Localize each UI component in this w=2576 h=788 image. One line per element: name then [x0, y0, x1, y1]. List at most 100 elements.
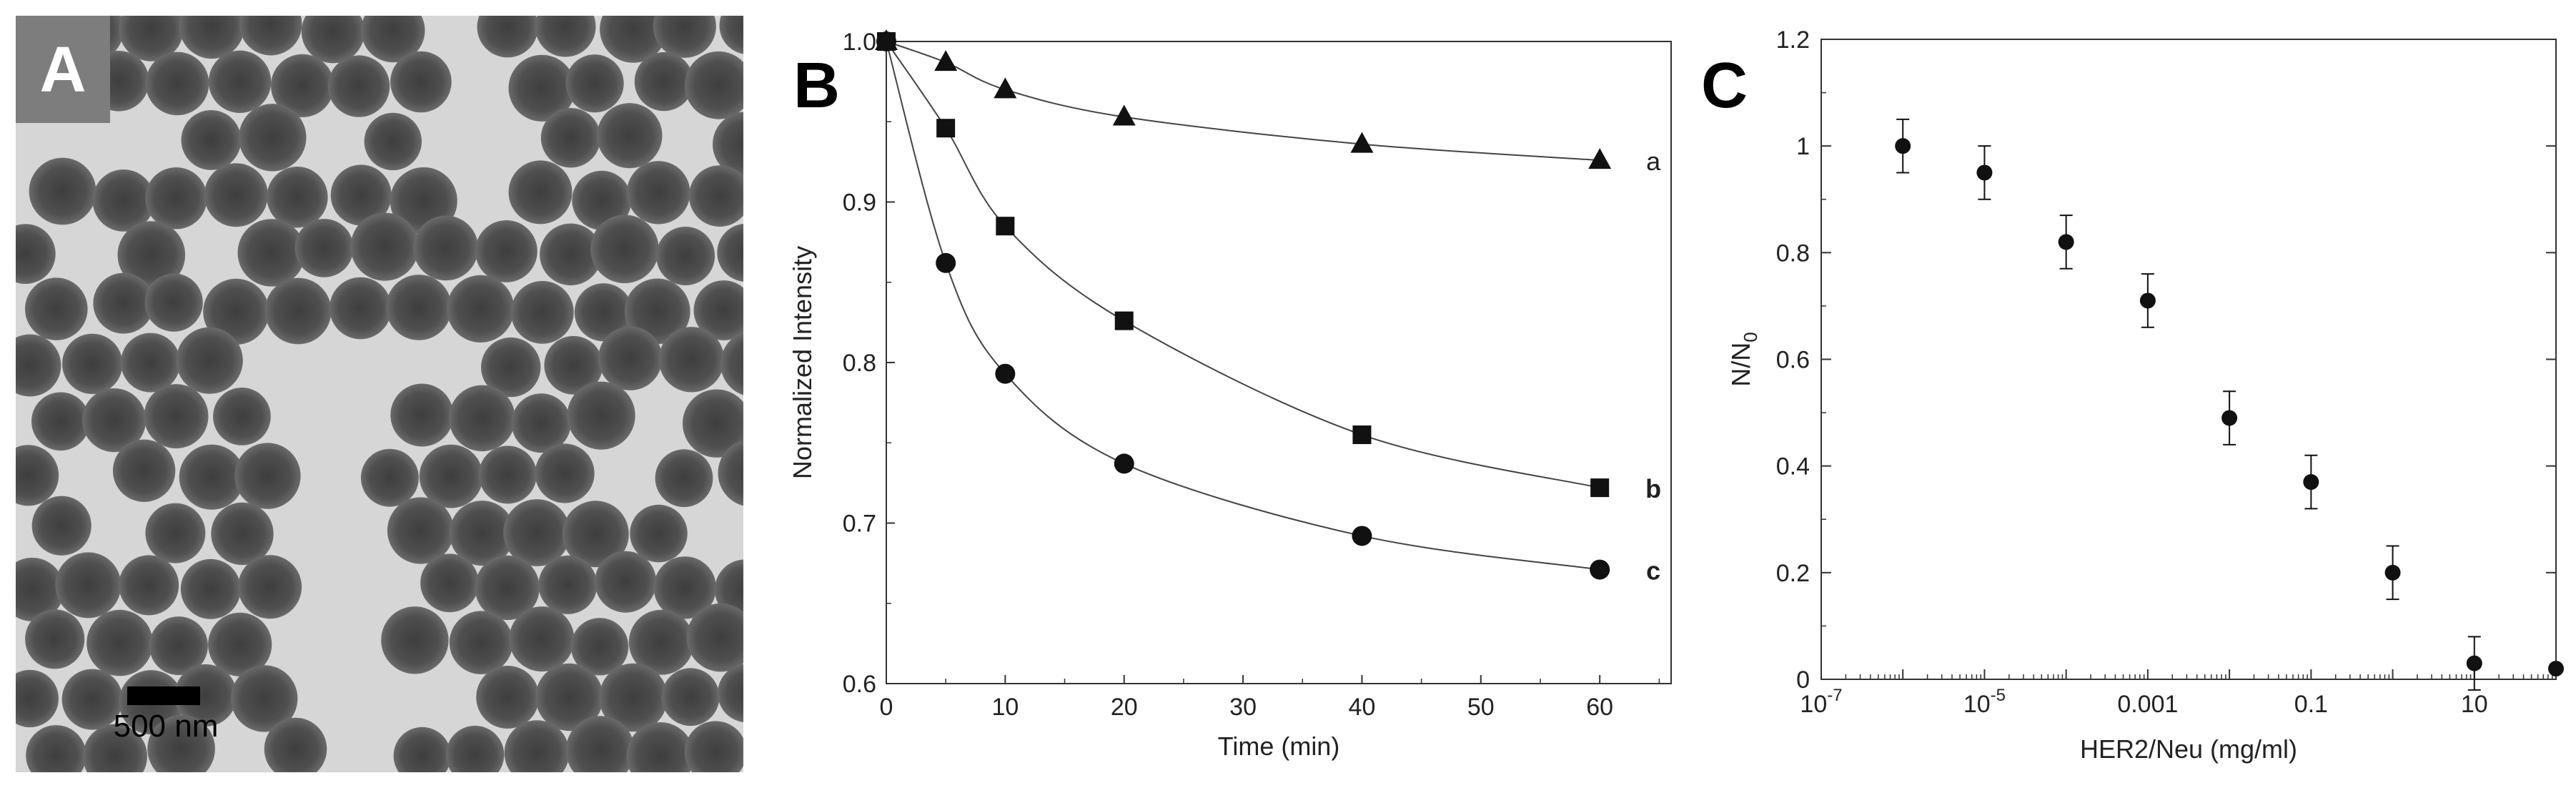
nanoparticle — [360, 448, 419, 507]
series-b-line — [886, 41, 1600, 489]
nanoparticle — [92, 169, 155, 232]
nanoparticle — [294, 219, 354, 277]
nanoparticle — [600, 16, 668, 63]
nanoparticle — [149, 616, 208, 676]
x-axis-title: HER2/Neu (mg/ml) — [2080, 734, 2297, 764]
x-tick-label: 0.001 — [2117, 691, 2178, 718]
nanoparticle — [570, 618, 629, 676]
data-point — [2303, 474, 2319, 491]
series-c-point — [1590, 559, 1610, 580]
x-tick-label: 50 — [1467, 694, 1495, 721]
nanoparticle — [683, 389, 743, 458]
nanoparticle — [598, 326, 663, 390]
plot-frame — [1820, 39, 2557, 680]
nanoparticle — [301, 16, 365, 64]
nanoparticle — [661, 668, 720, 727]
series-a-point — [1588, 148, 1612, 169]
y-tick-label: 0.7 — [843, 511, 876, 538]
y-tick-label: 0.8 — [843, 350, 876, 377]
series-a-point — [994, 77, 1017, 99]
nanoparticle — [390, 383, 454, 447]
x-tick-label: 40 — [1349, 694, 1376, 721]
y-tick-label: 0.9 — [843, 189, 876, 217]
nanoparticle — [16, 445, 59, 506]
nanoparticle — [419, 444, 483, 508]
nanoparticle — [475, 555, 540, 621]
nanoparticle — [627, 161, 690, 225]
panel-c-letter: C — [1701, 50, 1748, 122]
nanoparticle — [62, 333, 123, 395]
nanoparticle — [626, 722, 694, 772]
nanoparticle — [327, 55, 390, 117]
nanoparticle — [239, 104, 307, 172]
x-tick-label: 0 — [880, 694, 893, 721]
series-c-label: c — [1646, 556, 1660, 586]
her2-dose-response-chart: C 10-7 10-5 0.001 0.1 10 0 0.2 0.4 0.6 0.8 1 1.2 HER… — [1701, 26, 2564, 764]
nanoparticle — [449, 501, 515, 566]
data-point — [1895, 138, 1911, 154]
nanoparticle — [658, 327, 725, 393]
y-tick-label: 0.6 — [843, 671, 876, 698]
nanoparticle — [55, 552, 122, 619]
data-point — [2139, 292, 2156, 309]
nanoparticle — [25, 277, 88, 340]
nanoparticle — [267, 167, 328, 228]
y-tick-label: 1 — [1796, 133, 1810, 160]
tem-micrograph: A 500 nm — [16, 16, 750, 772]
nanoparticle — [630, 504, 688, 563]
series-b-point — [936, 119, 956, 138]
nanoparticle — [112, 439, 176, 502]
nanoparticle — [239, 16, 302, 56]
nanoparticle — [477, 16, 538, 58]
nanoparticle — [693, 280, 743, 340]
x-tick-label: 20 — [1111, 694, 1138, 721]
nanoparticle — [504, 720, 570, 772]
series-a-point — [1112, 104, 1136, 126]
nanoparticle — [749, 54, 750, 122]
nanoparticle — [655, 449, 713, 508]
nanoparticle — [174, 664, 237, 727]
nanoparticle — [684, 721, 743, 772]
panel-b-chart: B 0 10 20 30 40 50 60 0.6 0.7 0.8 0.9 1.0 Time (min)… — [765, 0, 1694, 788]
y-axis-title: N/N0 — [1726, 332, 1761, 386]
x-tick-label: 0.1 — [2294, 691, 2328, 718]
nanoparticle — [540, 108, 601, 168]
nanoparticle — [653, 16, 716, 58]
nanoparticle — [540, 223, 602, 286]
data-point — [2058, 234, 2074, 250]
data-point — [1976, 164, 1993, 181]
nanoparticle — [689, 165, 743, 227]
nanoparticle — [720, 332, 743, 395]
series-a-point — [1350, 132, 1374, 153]
nanoparticle — [330, 277, 392, 340]
nanoparticle — [237, 219, 305, 287]
nanoparticle — [565, 54, 624, 113]
nanoparticle — [572, 170, 632, 230]
panel-c-chart: C 10-7 10-5 0.001 0.1 10 0 0.2 0.4 0.6 0.8 1 1.2 HER… — [1701, 0, 2576, 788]
y-tick-label: 0.8 — [1776, 240, 1810, 267]
nanoparticle — [565, 716, 635, 772]
nanoparticle — [535, 663, 603, 732]
nanoparticle — [144, 273, 203, 332]
nanoparticle — [238, 555, 302, 619]
series-c-point — [1114, 453, 1134, 474]
panel-a-label-box — [16, 16, 110, 123]
y-tick-label: 0 — [1796, 666, 1810, 694]
series-b-point — [996, 217, 1015, 236]
series-a-label: a — [1646, 147, 1661, 176]
nanoparticle — [179, 16, 245, 59]
nanoparticle — [387, 497, 455, 564]
y-tick-label: 0.2 — [1776, 560, 1810, 587]
series-b-point — [1590, 478, 1610, 498]
nanoparticle — [208, 50, 272, 113]
y-tick-label: 1.0 — [843, 29, 876, 56]
nanoparticle — [82, 388, 147, 453]
nanoparticle — [204, 163, 268, 227]
nanoparticle — [145, 167, 207, 230]
nanoparticle — [144, 384, 209, 449]
nanoparticle — [595, 551, 657, 613]
nanoparticle — [544, 335, 603, 395]
plot-frame — [886, 41, 1672, 684]
nanoparticle — [93, 272, 154, 334]
data-point — [2548, 661, 2564, 677]
